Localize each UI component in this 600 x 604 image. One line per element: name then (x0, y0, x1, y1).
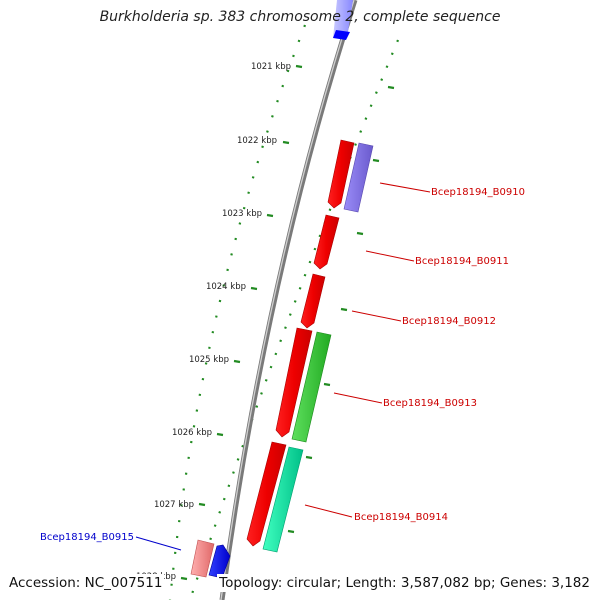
gene-label-b0915[interactable]: Bcep18194_B0915 (40, 532, 134, 543)
kbp-label-1027: 1027 kbp (154, 500, 194, 510)
gene-label-b0913[interactable]: Bcep18194_B0913 (383, 398, 477, 409)
feature-b0910-annotation[interactable] (343, 142, 374, 213)
feature-b0913-annotation[interactable] (291, 331, 332, 443)
kbp-label-1022: 1022 kbp (237, 136, 277, 146)
cds-arrow-b0915[interactable] (208, 544, 231, 579)
gene-label-b0911[interactable]: Bcep18194_B0911 (415, 256, 509, 267)
kbp-label-1021: 1021 kbp (251, 62, 291, 72)
gene-label-b0912[interactable]: Bcep18194_B0912 (402, 316, 496, 327)
kbp-label-1023: 1023 kbp (222, 209, 262, 219)
feature-b0914-annotation[interactable] (262, 446, 304, 553)
accession-text: Accession: NC_007511 (7, 574, 165, 592)
kbp-label-1025: 1025 kbp (189, 355, 229, 365)
top-partial-feature-end[interactable] (333, 30, 350, 40)
top-partial-feature[interactable] (333, 0, 353, 38)
kbp-label-1026: 1026 kbp (172, 428, 212, 438)
cds-arrow-b0910[interactable] (327, 139, 355, 209)
gene-label-b0914[interactable]: Bcep18194_B0914 (354, 512, 448, 523)
chromosome-backbone (219, 0, 358, 601)
cds-arrow-b0913[interactable] (275, 327, 313, 438)
cds-arrow-b0914[interactable] (246, 441, 287, 547)
map-title: Burkholderia sp. 383 chromosome 2, compl… (99, 9, 501, 25)
chromosome-backbone-highlight (220, 0, 355, 601)
kbp-ticks (180, 64, 395, 581)
cds-arrow-b0911[interactable] (313, 214, 340, 270)
topology-text: Topology: circular; Length: 3,587,082 bp… (217, 574, 592, 592)
feature-b0915-annotation[interactable] (190, 539, 215, 578)
label-leaders (135, 182, 431, 551)
cds-arrow-b0912[interactable] (300, 273, 326, 329)
kbp-label-1024: 1024 kbp (206, 282, 246, 292)
gene-label-b0910[interactable]: Bcep18194_B0910 (431, 187, 525, 198)
